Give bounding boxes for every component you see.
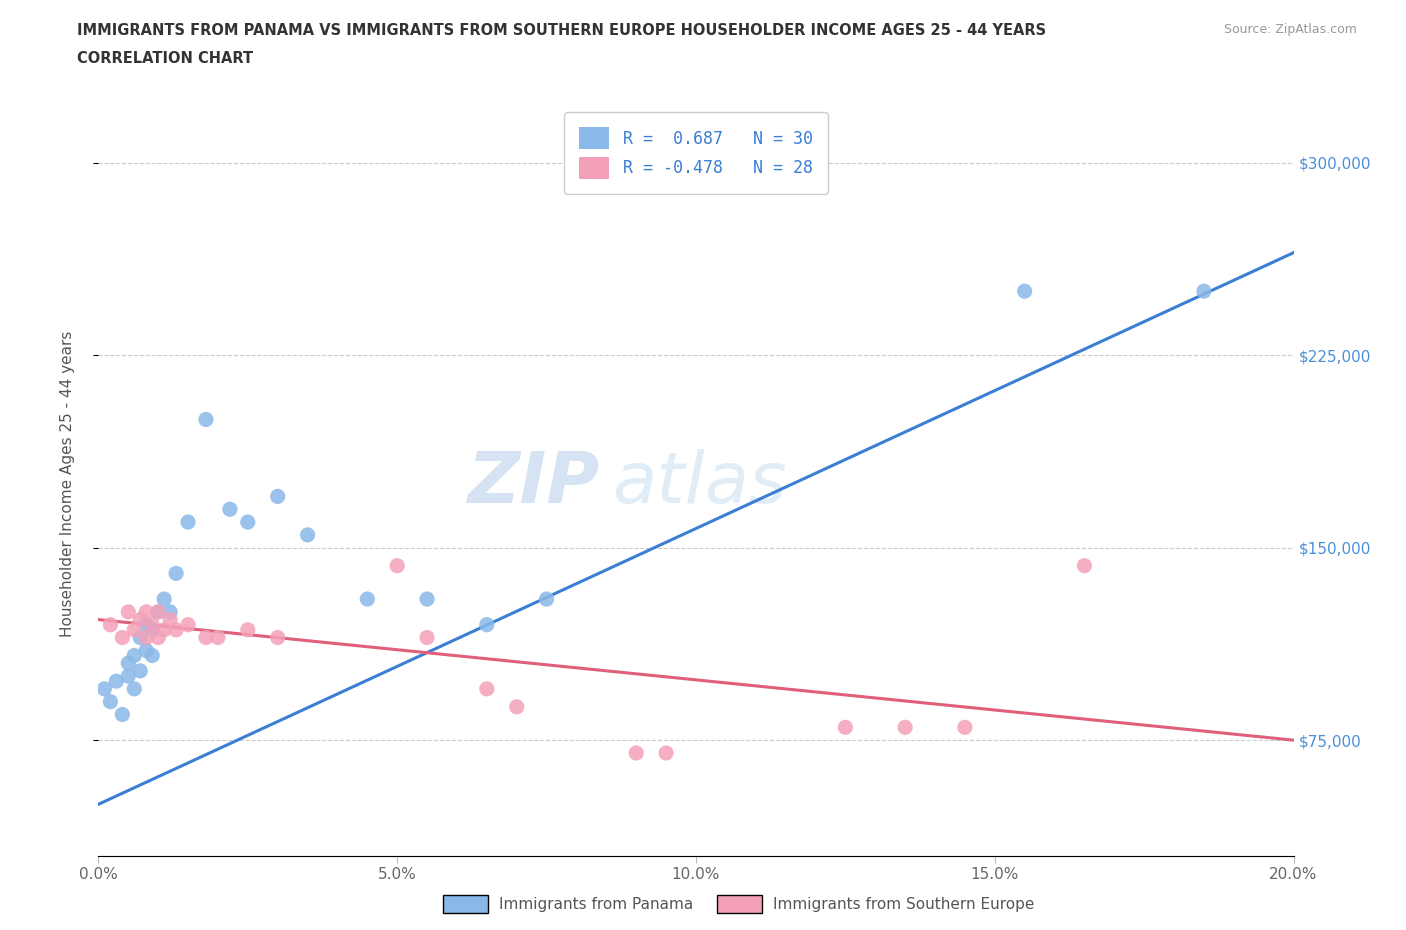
Point — [267, 631, 290, 645]
Text: CORRELATION CHART: CORRELATION CHART — [77, 51, 253, 66]
Point — [894, 720, 917, 735]
Point — [135, 631, 157, 645]
Point — [165, 566, 187, 581]
Point — [124, 648, 146, 663]
Point — [159, 604, 181, 619]
Point — [135, 643, 157, 658]
Point — [105, 673, 128, 688]
Point — [655, 746, 678, 761]
Point — [129, 663, 152, 678]
Point — [506, 699, 529, 714]
Point — [141, 648, 163, 663]
Point — [1073, 558, 1095, 573]
Y-axis label: Householder Income Ages 25 - 44 years: Householder Income Ages 25 - 44 years — [60, 330, 75, 637]
Point — [267, 489, 290, 504]
Legend: R =  0.687   N = 30, R = -0.478   N = 28: R = 0.687 N = 30, R = -0.478 N = 28 — [564, 113, 828, 193]
Point — [195, 412, 218, 427]
Text: atlas: atlas — [613, 449, 787, 518]
Text: Immigrants from Panama: Immigrants from Panama — [499, 897, 693, 912]
Point — [953, 720, 976, 735]
Point — [153, 591, 176, 606]
Point — [153, 622, 176, 637]
Point — [475, 682, 498, 697]
Point — [834, 720, 856, 735]
Point — [416, 591, 439, 606]
Point — [111, 631, 134, 645]
Point — [98, 618, 122, 632]
Point — [177, 618, 200, 632]
Point — [141, 622, 163, 637]
Text: Immigrants from Southern Europe: Immigrants from Southern Europe — [773, 897, 1035, 912]
Point — [159, 612, 181, 627]
Point — [135, 618, 157, 632]
Point — [98, 694, 122, 709]
Point — [129, 631, 152, 645]
Point — [148, 604, 170, 619]
Point — [297, 527, 319, 542]
Point — [236, 514, 259, 529]
Point — [148, 604, 170, 619]
Point — [129, 612, 152, 627]
Text: IMMIGRANTS FROM PANAMA VS IMMIGRANTS FROM SOUTHERN EUROPE HOUSEHOLDER INCOME AGE: IMMIGRANTS FROM PANAMA VS IMMIGRANTS FRO… — [77, 23, 1046, 38]
Point — [475, 618, 498, 632]
Point — [117, 604, 139, 619]
Point — [148, 631, 170, 645]
Point — [111, 707, 134, 722]
Point — [117, 669, 139, 684]
Point — [124, 622, 146, 637]
Point — [236, 622, 259, 637]
Point — [124, 682, 146, 697]
Point — [177, 514, 200, 529]
Point — [195, 631, 218, 645]
Text: ZIP: ZIP — [468, 449, 600, 518]
Point — [416, 631, 439, 645]
Point — [536, 591, 558, 606]
Point — [1192, 284, 1215, 299]
Point — [626, 746, 648, 761]
Point — [165, 622, 187, 637]
Point — [219, 502, 242, 517]
Point — [117, 656, 139, 671]
Point — [356, 591, 378, 606]
Point — [93, 682, 115, 697]
Text: Source: ZipAtlas.com: Source: ZipAtlas.com — [1223, 23, 1357, 36]
Point — [141, 618, 163, 632]
Point — [207, 631, 229, 645]
Point — [1014, 284, 1036, 299]
Point — [135, 604, 157, 619]
Point — [385, 558, 409, 573]
